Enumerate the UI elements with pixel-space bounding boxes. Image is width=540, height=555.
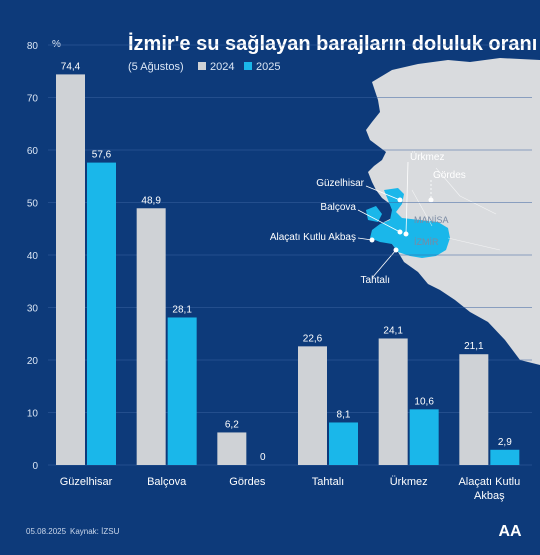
gridlines: [48, 44, 532, 466]
y-axis: 0 10 20 30 40 50 60 70 80: [27, 41, 39, 472]
y-axis-unit: %: [52, 39, 61, 50]
map-region-manisa: MANİSA: [414, 215, 449, 225]
data-label-2024: 74,4: [61, 61, 81, 72]
map-dam-dot: [428, 197, 434, 203]
x-tick-label: Alaçatı Kutlu: [458, 476, 520, 488]
x-tick-label: Gördes: [229, 476, 266, 488]
data-label-2024: 24,1: [383, 325, 403, 336]
legend-swatch-2025: [244, 62, 252, 70]
chart-subtitle: (5 Ağustos): [128, 61, 184, 73]
map-izmir-province: [370, 188, 450, 258]
map-dam-dot: [397, 197, 403, 203]
y-tick-label: 20: [27, 356, 39, 367]
y-tick-label: 30: [27, 304, 39, 315]
y-tick-label: 70: [27, 94, 39, 105]
x-tick-label: Güzelhisar: [60, 476, 113, 488]
data-label-2024: 48,9: [141, 195, 161, 206]
map-dam-dot: [369, 237, 375, 243]
legend-swatch-2024: [198, 62, 206, 70]
map-land: [366, 58, 540, 365]
map-label-tahtali: Tahtalı: [361, 275, 390, 286]
map-border: [435, 167, 461, 197]
bar-2024: [378, 338, 408, 465]
bar-2024: [298, 346, 327, 465]
aa-logo: AA: [498, 523, 522, 540]
bar-2025: [329, 422, 358, 465]
bar-2025: [87, 162, 116, 465]
y-tick-label: 40: [27, 251, 39, 262]
map-border: [411, 189, 433, 227]
map-label-guzelhisar: Güzelhisar: [316, 178, 364, 189]
chart-title: İzmir'e su sağlayan barajların doluluk o…: [128, 32, 537, 55]
x-tick-label: Tahtalı: [312, 476, 344, 488]
map-label-urkmez: Ürkmez: [410, 151, 444, 163]
map-border: [447, 237, 501, 251]
legend-label-2024: 2024: [210, 61, 234, 73]
data-label-2025: 57,6: [92, 150, 112, 161]
bar-2024: [56, 74, 85, 466]
map-leader-tahtali: [371, 249, 397, 279]
data-label-2025: 2,9: [498, 437, 512, 448]
map-border: [459, 195, 497, 215]
y-tick-label: 80: [27, 41, 39, 52]
data-label-2024: 21,1: [464, 341, 484, 352]
y-tick-label: 10: [27, 409, 39, 420]
map-label-balcova: Balçova: [320, 202, 356, 213]
bar-2024: [459, 354, 489, 465]
y-tick-label: 60: [27, 146, 39, 157]
footer-date: 05.08.2025: [26, 527, 67, 536]
x-tick-label: Akbaş: [474, 490, 505, 502]
region-map: Ürkmez Gördes Güzelhisar Balçova Alaçatı…: [270, 58, 540, 365]
map-label-alacati: Alaçatı Kutlu Akbaş: [270, 232, 356, 243]
map-karaburun: [366, 206, 382, 222]
data-label-2025: 10,6: [414, 396, 434, 407]
x-tick-label: Ürkmez: [390, 476, 428, 488]
bar-2025: [167, 317, 197, 465]
bar-2024: [136, 208, 166, 465]
map-dam-dot: [393, 247, 399, 253]
map-region-izmir: İZMİR: [414, 237, 439, 247]
map-dam-dot: [403, 231, 409, 237]
map-dam-dot: [397, 229, 403, 235]
y-tick-label: 0: [32, 461, 38, 472]
bars: 74,4 57,6 48,9 28,1 6,2 0 22,6 8,1 24,1 10,6 21,1 2…: [56, 61, 520, 466]
data-label-2024: 22,6: [303, 333, 323, 344]
legend-label-2025: 2025: [256, 61, 280, 73]
x-tick-label: Balçova: [147, 476, 187, 488]
map-leader-urkmez: [405, 161, 409, 235]
x-axis: Güzelhisar Balçova Gördes Tahtalı Ürkmez Alaç…: [60, 476, 521, 502]
bar-2025: [409, 409, 439, 465]
data-label-2024: 6,2: [225, 419, 239, 430]
map-label-gordes: Gördes: [433, 170, 466, 181]
footer-source: Kaynak: İZSU: [70, 527, 120, 536]
data-label-2025: 28,1: [172, 304, 192, 315]
map-leader-guzelhisar: [365, 185, 401, 201]
y-tick-label: 50: [27, 199, 39, 210]
bar-2025: [490, 449, 520, 465]
data-label-2025: 0: [260, 452, 266, 463]
bar-2024: [217, 432, 247, 465]
map-leader-balcova: [357, 209, 401, 233]
data-label-2025: 8,1: [337, 409, 351, 420]
